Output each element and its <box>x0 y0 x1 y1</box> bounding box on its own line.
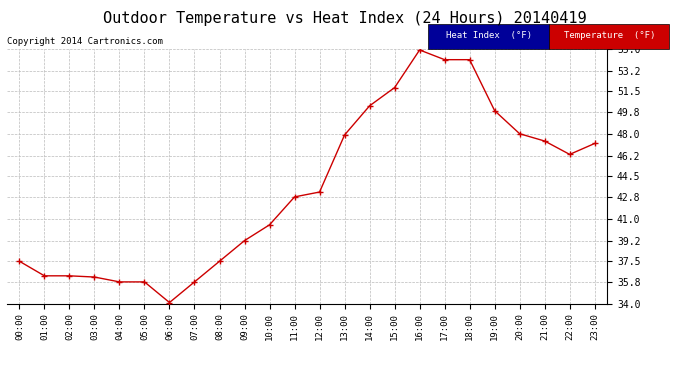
Text: Copyright 2014 Cartronics.com: Copyright 2014 Cartronics.com <box>7 38 163 46</box>
Text: Heat Index  (°F): Heat Index (°F) <box>446 31 531 40</box>
Text: Outdoor Temperature vs Heat Index (24 Hours) 20140419: Outdoor Temperature vs Heat Index (24 Ho… <box>104 11 586 26</box>
Text: Temperature  (°F): Temperature (°F) <box>564 31 655 40</box>
